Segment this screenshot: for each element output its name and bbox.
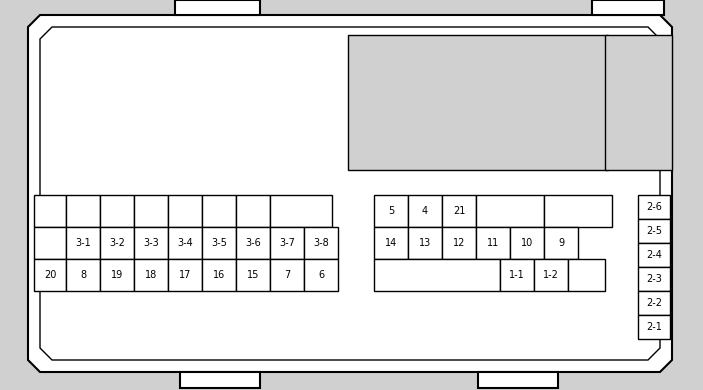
Text: 3-5: 3-5 [211, 238, 227, 248]
Text: 21: 21 [453, 206, 465, 216]
Bar [168, 259, 202, 291]
Polygon shape [180, 372, 260, 388]
Bar [534, 259, 568, 291]
Text: 10: 10 [521, 238, 533, 248]
Bar [34, 259, 66, 291]
Text: 3-3: 3-3 [143, 238, 159, 248]
Polygon shape [478, 372, 558, 388]
Bar [442, 195, 476, 227]
Polygon shape [175, 0, 260, 15]
Text: 3-8: 3-8 [313, 238, 329, 248]
Bar [638, 243, 670, 267]
Bar [544, 227, 578, 259]
Bar [134, 195, 168, 227]
Polygon shape [28, 15, 672, 372]
Bar [66, 195, 100, 227]
Text: 3-7: 3-7 [279, 238, 295, 248]
Text: 3-4: 3-4 [177, 238, 193, 248]
Bar [638, 267, 670, 291]
Bar [638, 315, 670, 339]
Text: 15: 15 [247, 270, 259, 280]
Bar [270, 195, 332, 227]
Bar [348, 35, 608, 170]
Bar [100, 227, 134, 259]
Bar [568, 259, 605, 291]
Text: 3-2: 3-2 [109, 238, 125, 248]
Bar [66, 227, 100, 259]
Bar [202, 195, 236, 227]
Bar [236, 259, 270, 291]
Bar [34, 195, 66, 227]
Bar [134, 259, 168, 291]
Text: 2-1: 2-1 [646, 322, 662, 332]
Text: 3-6: 3-6 [245, 238, 261, 248]
Text: 2-3: 2-3 [646, 274, 662, 284]
Polygon shape [592, 0, 664, 15]
Bar [270, 259, 304, 291]
Text: 13: 13 [419, 238, 431, 248]
Text: 2-5: 2-5 [646, 226, 662, 236]
Text: 5: 5 [388, 206, 394, 216]
Text: 11: 11 [487, 238, 499, 248]
Bar [304, 227, 338, 259]
Bar [442, 227, 476, 259]
Bar [168, 195, 202, 227]
Text: 16: 16 [213, 270, 225, 280]
Bar [638, 291, 670, 315]
Bar [66, 259, 100, 291]
Text: 6: 6 [318, 270, 324, 280]
Bar [500, 259, 534, 291]
Bar [408, 195, 442, 227]
Bar [638, 219, 670, 243]
Bar [270, 227, 304, 259]
Bar [408, 227, 442, 259]
Text: 2-6: 2-6 [646, 202, 662, 212]
Text: 20: 20 [44, 270, 56, 280]
Text: 8: 8 [80, 270, 86, 280]
Bar [134, 227, 168, 259]
Text: 2-4: 2-4 [646, 250, 662, 260]
Bar [374, 259, 500, 291]
Text: 7: 7 [284, 270, 290, 280]
Bar [202, 227, 236, 259]
Bar [476, 195, 544, 227]
Text: 1-1: 1-1 [509, 270, 525, 280]
Text: 18: 18 [145, 270, 157, 280]
Bar [476, 227, 510, 259]
Bar [168, 227, 202, 259]
Bar [100, 259, 134, 291]
Bar [34, 227, 66, 259]
Bar [236, 227, 270, 259]
Bar [605, 35, 608, 170]
Text: 3-1: 3-1 [75, 238, 91, 248]
Bar [236, 195, 270, 227]
Text: 12: 12 [453, 238, 465, 248]
Text: 2-2: 2-2 [646, 298, 662, 308]
Bar [374, 227, 408, 259]
Text: 19: 19 [111, 270, 123, 280]
Text: 4: 4 [422, 206, 428, 216]
Bar [374, 195, 408, 227]
Bar [544, 195, 612, 227]
Bar [510, 227, 544, 259]
Bar [638, 195, 670, 219]
Text: 9: 9 [558, 238, 564, 248]
Text: 14: 14 [385, 238, 397, 248]
Bar [100, 195, 134, 227]
Text: 17: 17 [179, 270, 191, 280]
Bar [304, 259, 338, 291]
Text: 1-2: 1-2 [543, 270, 559, 280]
Bar [202, 259, 236, 291]
Bar [605, 35, 672, 170]
